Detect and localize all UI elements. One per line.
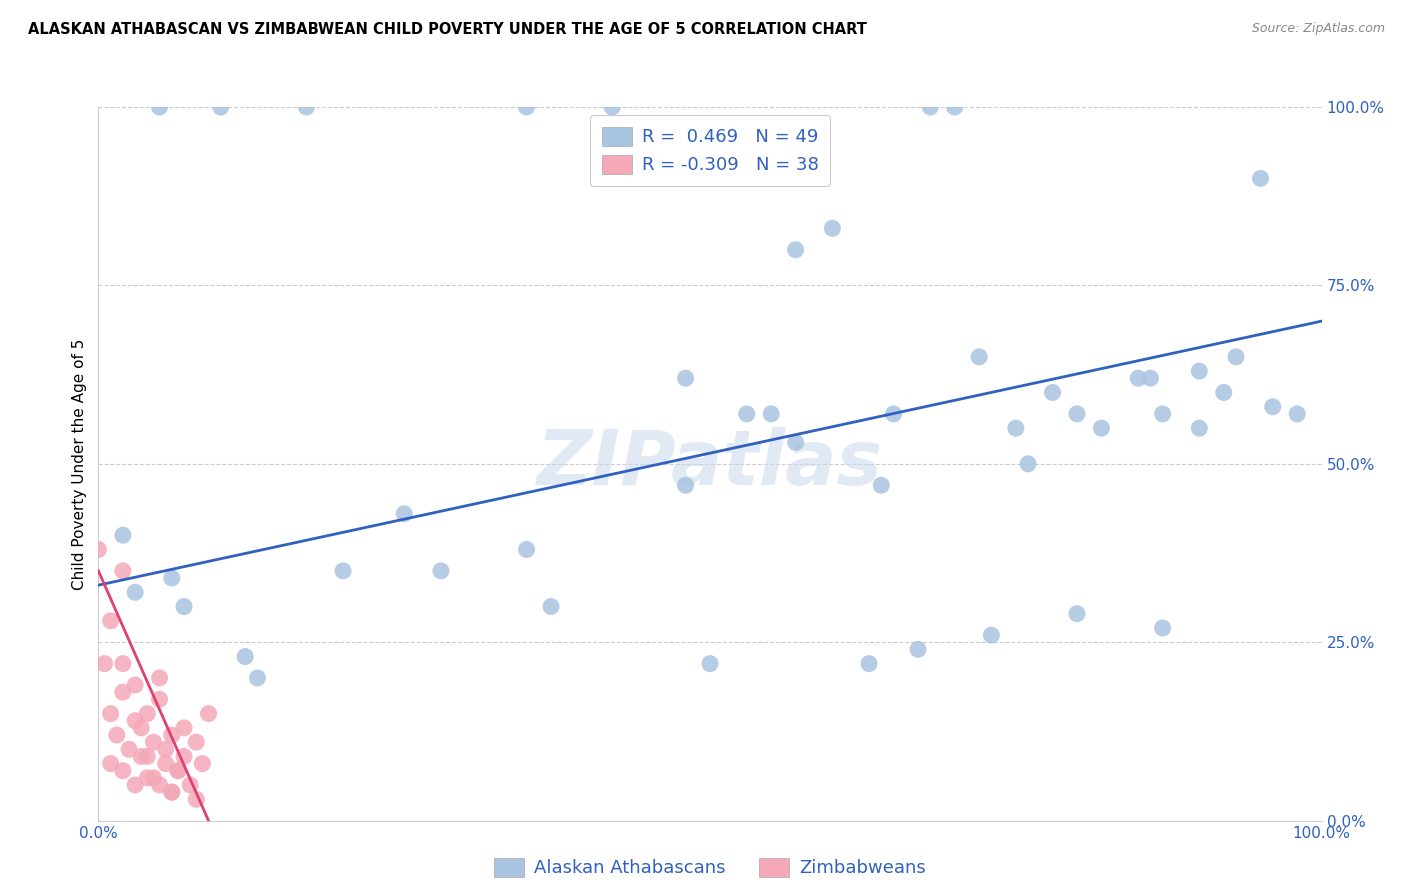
Point [111,657,134,671]
Point [1066,607,1088,621]
Point [332,564,354,578]
Point [100,614,122,628]
Point [1090,421,1112,435]
Point [149,692,172,706]
Point [124,778,146,792]
Point [93,657,115,671]
Point [858,657,880,671]
Point [1188,421,1211,435]
Point [173,749,195,764]
Point [191,756,214,771]
Point [699,657,721,671]
Point [87,542,110,557]
Point [136,771,159,785]
Legend: Alaskan Athabascans, Zimbabweans: Alaskan Athabascans, Zimbabweans [488,851,932,884]
Point [1004,421,1026,435]
Point [160,785,183,799]
Point [142,735,165,749]
Point [967,350,990,364]
Point [785,243,807,257]
Point [173,721,195,735]
Point [167,764,190,778]
Point [197,706,219,721]
Point [1261,400,1284,414]
Point [1286,407,1309,421]
Point [540,599,562,614]
Point [1225,350,1247,364]
Point [516,100,538,114]
Text: ZIPatlas: ZIPatlas [537,427,883,500]
Point [155,756,177,771]
Y-axis label: Child Poverty Under the Age of 5: Child Poverty Under the Age of 5 [72,338,87,590]
Point [920,100,942,114]
Point [295,100,318,114]
Point [1250,171,1272,186]
Point [943,100,966,114]
Point [675,478,697,492]
Point [160,728,183,742]
Text: ALASKAN ATHABASCAN VS ZIMBABWEAN CHILD POVERTY UNDER THE AGE OF 5 CORRELATION CH: ALASKAN ATHABASCAN VS ZIMBABWEAN CHILD P… [28,22,868,37]
Point [129,749,152,764]
Point [179,778,201,792]
Point [1152,407,1174,421]
Point [785,435,807,450]
Point [516,542,538,557]
Point [160,785,183,799]
Point [209,100,232,114]
Point [430,564,453,578]
Point [124,678,146,692]
Point [149,778,172,792]
Point [136,706,159,721]
Point [111,764,134,778]
Point [1128,371,1150,385]
Point [111,685,134,699]
Point [883,407,905,421]
Point [155,742,177,756]
Point [1152,621,1174,635]
Point [124,714,146,728]
Point [1139,371,1161,385]
Point [136,749,159,764]
Point [907,642,929,657]
Point [675,371,697,385]
Point [186,792,208,806]
Point [149,100,172,114]
Point [761,407,783,421]
Point [1042,385,1064,400]
Point [1017,457,1039,471]
Point [129,721,152,735]
Point [735,407,758,421]
Point [1212,385,1234,400]
Point [173,599,195,614]
Point [167,764,190,778]
Point [100,706,122,721]
Point [1188,364,1211,378]
Point [246,671,269,685]
Point [980,628,1002,642]
Point [233,649,256,664]
Point [124,585,146,599]
Point [392,507,416,521]
Point [100,756,122,771]
Point [118,742,141,756]
Text: Source: ZipAtlas.com: Source: ZipAtlas.com [1251,22,1385,36]
Point [160,571,183,585]
Point [105,728,128,742]
Point [821,221,844,235]
Point [1066,407,1088,421]
Point [186,735,208,749]
Point [600,100,623,114]
Point [111,564,134,578]
Point [142,771,165,785]
Point [870,478,893,492]
Point [149,671,172,685]
Point [111,528,134,542]
